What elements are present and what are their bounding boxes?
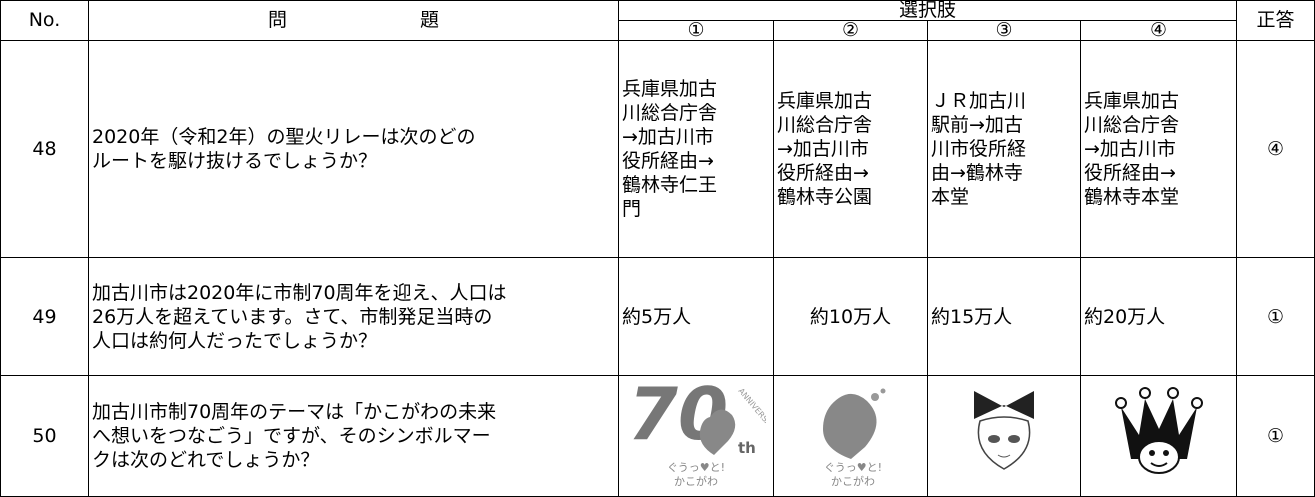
logo-text: ぐうっ♥と! [823, 461, 881, 474]
header-question: 問 題 [88, 0, 619, 41]
choice: ぐうっ♥と! かこがわ [773, 375, 928, 497]
logo-text: ANNIVERSARY [736, 387, 766, 436]
question: 加古川市制70周年のテーマは「かこがわの未来 へ想いをつなごう」ですが、そのシンボ… [88, 375, 619, 497]
logo: 70 th ANNIVERSARY ぐうっ♥と! かこがわ [628, 377, 773, 489]
header-row: No. 問 題 選択肢 正答 [0, 0, 1315, 41]
logo-text: かこがわ [831, 474, 875, 488]
data-row: 48 2020年（令和2年）の聖火リレーは次のどの ルートを駆け抜けるでしょうか？… [0, 40, 1315, 258]
text-line: →加古川市 [1084, 138, 1176, 160]
text-line: 役所経由→ [777, 162, 869, 184]
logo-heart [822, 393, 877, 459]
row-no: 48 [0, 40, 89, 258]
question: 2020年（令和2年）の聖火リレーは次のどの ルートを駆け抜けるでしょうか？ [88, 40, 619, 258]
text-line: 鶴林寺本堂 [1084, 186, 1180, 208]
choice-number: ② [773, 20, 928, 41]
text-line: クは次のどれでしょうか？ [92, 449, 320, 471]
text-line: 兵庫県加古 [777, 90, 873, 112]
text-line: 川総合庁舎 [622, 102, 718, 124]
answer: ④ [1236, 40, 1315, 258]
text-line: 約20万人 [1084, 305, 1166, 328]
data-row: 49 加古川市は2020年に市制70周年を迎え、人口は 26万人を超えています。さて… [0, 257, 1315, 376]
text-line: 加古川市は2020年に市制70周年を迎え、人口は [92, 281, 507, 304]
answer: ① [1236, 257, 1315, 376]
logo [974, 391, 1034, 470]
text-line: 約10万人 [809, 305, 892, 328]
row-no: 49 [0, 257, 89, 376]
answer: ① [1236, 375, 1315, 497]
choice: 約5万人 [618, 257, 774, 376]
text-line: 兵庫県加古 [1084, 90, 1180, 112]
choice: 約15万人 [927, 257, 1081, 376]
question: 加古川市は2020年に市制70周年を迎え、人口は 26万人を超えています。さて、市… [88, 257, 619, 376]
logo: ぐうっ♥と! かこがわ [822, 388, 885, 488]
logo-text: ぐうっ♥と! [667, 461, 725, 474]
header-choices: 選択肢 [617, 0, 1238, 21]
text-line: へ想いをつなごう」ですが、そのシンボルマー [92, 425, 491, 447]
text-line: 約15万人 [931, 305, 1013, 328]
choice: 兵庫県加古 川総合庁舎 →加古川市 役所経由→ 鶴林寺仁王門 [618, 40, 774, 258]
choice: 兵庫県加古 川総合庁舎 →加古川市 役所経由→ 鶴林寺公園 [773, 40, 928, 258]
text-line: ルートを駆け抜けるでしょうか？ [92, 150, 378, 172]
choice [1079, 375, 1238, 497]
data-row: 50 加古川市制70周年のテーマは「かこがわの未来 へ想いをつなごう」ですが、そのシ… [0, 375, 1315, 497]
row-no: 50 [0, 375, 89, 497]
header-answer: 正答 [1236, 0, 1315, 41]
choice: ＪＲ加古川 駅前→加古 川市役所経 由→鶴林寺 本堂 [927, 40, 1081, 258]
text-line: 本堂 [931, 186, 970, 208]
logo-text: かこがわ [674, 474, 718, 488]
text-line: 鶴林寺公園 [777, 186, 873, 208]
text-line: 川総合庁舎 [1084, 114, 1180, 136]
text-line: 2020年（令和2年）の聖火リレーは次のどの [92, 126, 476, 148]
text-line: 26万人を超えています。さて、市制発足当時の [92, 305, 493, 328]
choice-number: ④ [1079, 20, 1238, 41]
text-line: 駅前→加古 [931, 114, 1023, 136]
logo [1114, 387, 1203, 474]
text-line: 人口は約何人だったでしょうか？ [92, 329, 378, 352]
choice: 約20万人 [1079, 257, 1238, 376]
text-line: 役所経由→ [1084, 162, 1176, 184]
text-line: 加古川市制70周年のテーマは「かこがわの未来 [92, 401, 497, 423]
text-line: 門 [622, 198, 642, 220]
text-line: 約5万人 [622, 305, 692, 328]
logo-heart [699, 409, 736, 455]
header-no: No. [0, 0, 89, 41]
logo-text: th [738, 439, 756, 457]
text-line: →加古川市 [622, 126, 714, 148]
text-line: →加古川市 [777, 138, 869, 160]
choice: 約10万人 [773, 257, 928, 376]
choice [927, 375, 1081, 497]
text-line: 川総合庁舎 [777, 114, 873, 136]
text-line: 由→鶴林寺 [931, 162, 1023, 184]
text-line: ＪＲ加古川 [931, 90, 1027, 112]
choice: 70 th ANNIVERSARY ぐうっ♥と! かこがわ [618, 375, 774, 497]
text-line: 兵庫県加古 [622, 78, 718, 100]
choice: 兵庫県加古 川総合庁舎 →加古川市 役所経由→ 鶴林寺本堂 [1079, 40, 1238, 258]
text-line: 役所経由→ [622, 150, 714, 172]
text-line: 川市役所経 [931, 138, 1027, 160]
text-line: 鶴林寺仁王 [622, 174, 718, 196]
choice-number: ① [618, 20, 774, 41]
choice-number: ③ [927, 20, 1081, 41]
